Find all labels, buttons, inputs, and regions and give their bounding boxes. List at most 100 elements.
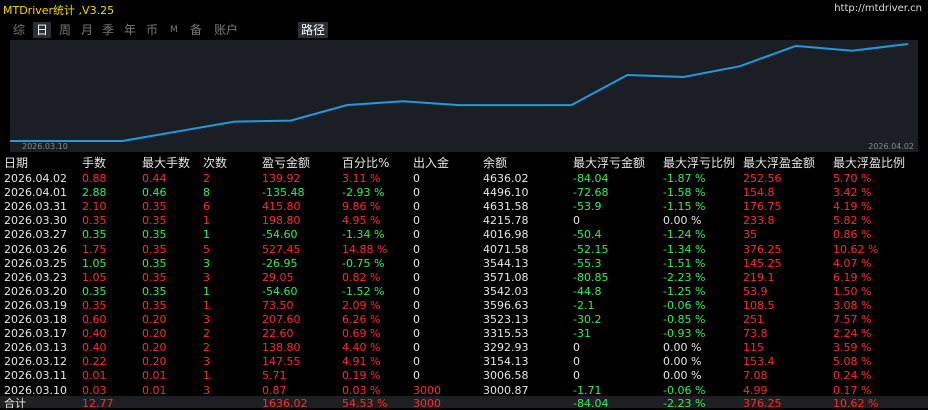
table-cell: 0.35 [142, 228, 167, 242]
tab[interactable]: M [170, 25, 178, 35]
table-cell: 0 [413, 284, 420, 298]
table-cell: 3000 [413, 383, 441, 397]
table-cell: 219.1 [743, 270, 775, 284]
table-cell: 2026.03.23 [4, 270, 67, 284]
table-cell: 0.19 % [342, 369, 381, 383]
table-cell: 3006.58 [483, 369, 529, 383]
table-cell: -30.2 [573, 313, 602, 326]
table-cell: 3292.93 [483, 341, 529, 355]
table-cell: -0.75 % [342, 256, 385, 270]
table-cell: -31 [573, 327, 591, 341]
table-cell: 73.8 [743, 327, 768, 341]
table-cell: 2026.04.02 [4, 172, 67, 185]
table-cell: 2026.03.31 [4, 200, 67, 214]
table-cell: 3.11 % [342, 172, 381, 185]
table-cell: 73.50 [262, 298, 294, 312]
table-cell: 2 [203, 172, 210, 185]
table-cell: -1.24 % [663, 228, 706, 242]
table-cell: -84.04 [573, 172, 609, 185]
table-cell: 1 [203, 284, 210, 298]
table-cell: 251 [743, 313, 764, 326]
table-cell: 0.20 [142, 341, 167, 355]
tab[interactable]: 月 [81, 23, 94, 37]
table-cell: 0.20 [142, 355, 167, 369]
table-cell: 29.05 [262, 270, 294, 284]
table-cell: 153.4 [743, 355, 775, 369]
equity-chart: 2026.03.10 2026.04.02 [10, 40, 918, 152]
tab[interactable]: 路径 [298, 22, 329, 38]
column-header: 余额 [483, 156, 508, 170]
tab[interactable]: 周 [59, 23, 72, 37]
tab[interactable]: 年 [124, 23, 137, 37]
column-header: 日期 [4, 156, 29, 170]
table-cell: -0.93 % [663, 327, 706, 341]
table-cell: 0.35 [142, 214, 167, 228]
tab[interactable]: 季 [102, 23, 115, 37]
total-cell: 3000 [413, 397, 441, 410]
total-cell: 1636.02 [262, 397, 308, 410]
column-header: 出入金 [413, 156, 450, 170]
table-cell: -2.93 % [342, 186, 385, 200]
table-cell: 5.71 [262, 369, 287, 383]
table-cell: 0.86 % [833, 228, 872, 242]
table-cell: 0.22 [82, 355, 107, 369]
table-cell: 415.80 [262, 200, 301, 214]
table-cell: 2026.03.10 [4, 383, 67, 397]
table-cell: -55.3 [573, 256, 602, 270]
table-cell: 4496.10 [483, 186, 529, 200]
table-cell: 3544.13 [483, 256, 529, 270]
table-cell: -2.23 % [663, 270, 706, 284]
table-cell: 4.07 % [833, 256, 872, 270]
table-cell: 4636.02 [483, 172, 529, 185]
tab[interactable]: 备 [190, 23, 203, 37]
table-cell: 0.24 % [833, 369, 872, 383]
column-header: 最大浮盈金额 [743, 156, 816, 170]
table-cell: 0 [413, 186, 420, 200]
table-cell: -50.4 [573, 228, 602, 242]
table-cell: 0.35 [142, 242, 167, 256]
table-cell: 233.8 [743, 214, 775, 228]
table-cell: 0 [413, 341, 420, 355]
table-cell: 0.35 [142, 298, 167, 312]
column-header: 手数 [82, 156, 107, 170]
table-cell: 0.20 [142, 327, 167, 341]
table-cell: 5.82 % [833, 214, 872, 228]
tab[interactable]: 币 [146, 23, 159, 37]
table-cell: 5.08 % [833, 355, 872, 369]
table-cell: 0.17 % [833, 383, 872, 397]
table-cell: 4016.98 [483, 228, 529, 242]
table-cell: 4.40 % [342, 341, 381, 355]
table-cell: 7.08 [743, 369, 768, 383]
table-cell: -1.51 % [663, 256, 706, 270]
table-cell: -44.8 [573, 284, 602, 298]
table-cell: -1.58 % [663, 186, 706, 200]
table-cell: 1 [203, 228, 210, 242]
table-cell: 0.35 [82, 228, 107, 242]
table-cell: 0 [413, 256, 420, 270]
table-cell: 3 [203, 355, 210, 369]
table-cell: 198.80 [262, 214, 301, 228]
table-cell: 0 [413, 298, 420, 312]
tab[interactable]: 日 [33, 22, 52, 38]
column-header: 百分比% [342, 156, 390, 170]
table-cell: -26.95 [262, 256, 298, 270]
table-cell: 0 [413, 228, 420, 242]
tab[interactable]: 综 [13, 23, 26, 37]
table-cell: 115 [743, 341, 764, 355]
table-cell: 0.20 [142, 313, 167, 326]
table-cell: 0 [573, 214, 580, 228]
table-cell: -52.15 [573, 242, 609, 256]
total-bar [0, 396, 928, 408]
url-link[interactable]: http://mtdriver.cn [834, 3, 922, 14]
tab[interactable]: 账户 [214, 23, 239, 37]
column-header: 最大浮亏金额 [573, 156, 646, 170]
table-cell: 139.92 [262, 172, 301, 185]
column-header: 最大浮亏比例 [663, 156, 736, 170]
table-cell: 0.40 [82, 341, 107, 355]
table-cell: 2026.03.12 [4, 355, 67, 369]
table-cell: 4.91 % [342, 355, 381, 369]
table-cell: 0 [413, 313, 420, 326]
table-cell: -0.06 % [663, 383, 706, 397]
column-header: 最大手数 [142, 156, 191, 170]
